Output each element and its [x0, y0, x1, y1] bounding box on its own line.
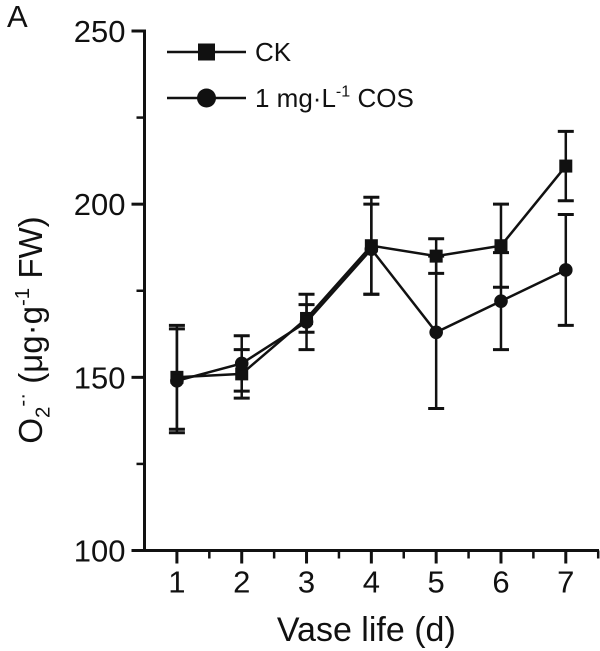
x-tick-label: 2	[233, 565, 250, 600]
data-point-circle-marker	[170, 373, 184, 388]
x-tick-label: 7	[557, 565, 574, 600]
x-tick-label: 5	[428, 565, 445, 600]
data-point-square-marker	[429, 249, 443, 263]
x-tick-label: 1	[168, 565, 185, 600]
x-axis-title: Vase life (d)	[277, 611, 456, 649]
legend-circle-marker	[197, 88, 216, 108]
data-point-square-marker	[559, 159, 573, 173]
legend-label-1-mg-l-cos: 1 mg·L-1 COS	[255, 83, 414, 113]
series-markers-1-mg-l-cos	[170, 242, 573, 388]
axes: 100 150 200 250 1 2 3 4 5 6 7 Vase life (d) O2-· (μg…	[11, 14, 600, 649]
data-point-circle-marker	[234, 356, 249, 371]
y-axis-title: O2-· (μg·g-1 FW)	[11, 216, 55, 443]
data-point-circle-marker	[494, 294, 508, 308]
series-1-mg-l-cos	[168, 202, 574, 435]
data-point-circle-marker	[429, 325, 443, 340]
data-point-circle-marker	[299, 315, 314, 329]
legend-label-ck: CK	[255, 37, 292, 67]
y-tick-label: 150	[74, 360, 126, 395]
data-point-circle-marker	[558, 263, 573, 277]
panel-label: A	[7, 0, 28, 34]
legend: CK 1 mg·L-1 COS	[167, 37, 414, 113]
data-point-square-marker	[235, 367, 249, 381]
data-point-circle-marker	[364, 242, 379, 256]
x-tick-label: 6	[492, 565, 509, 600]
y-tick-label: 100	[74, 534, 126, 569]
x-tick-label: 4	[363, 565, 380, 600]
legend-square-marker	[198, 43, 215, 61]
data-point-square-marker	[494, 239, 508, 253]
x-tick-label: 3	[298, 565, 315, 600]
y-tick-label: 200	[74, 187, 126, 222]
y-tick-label: 250	[74, 14, 126, 49]
